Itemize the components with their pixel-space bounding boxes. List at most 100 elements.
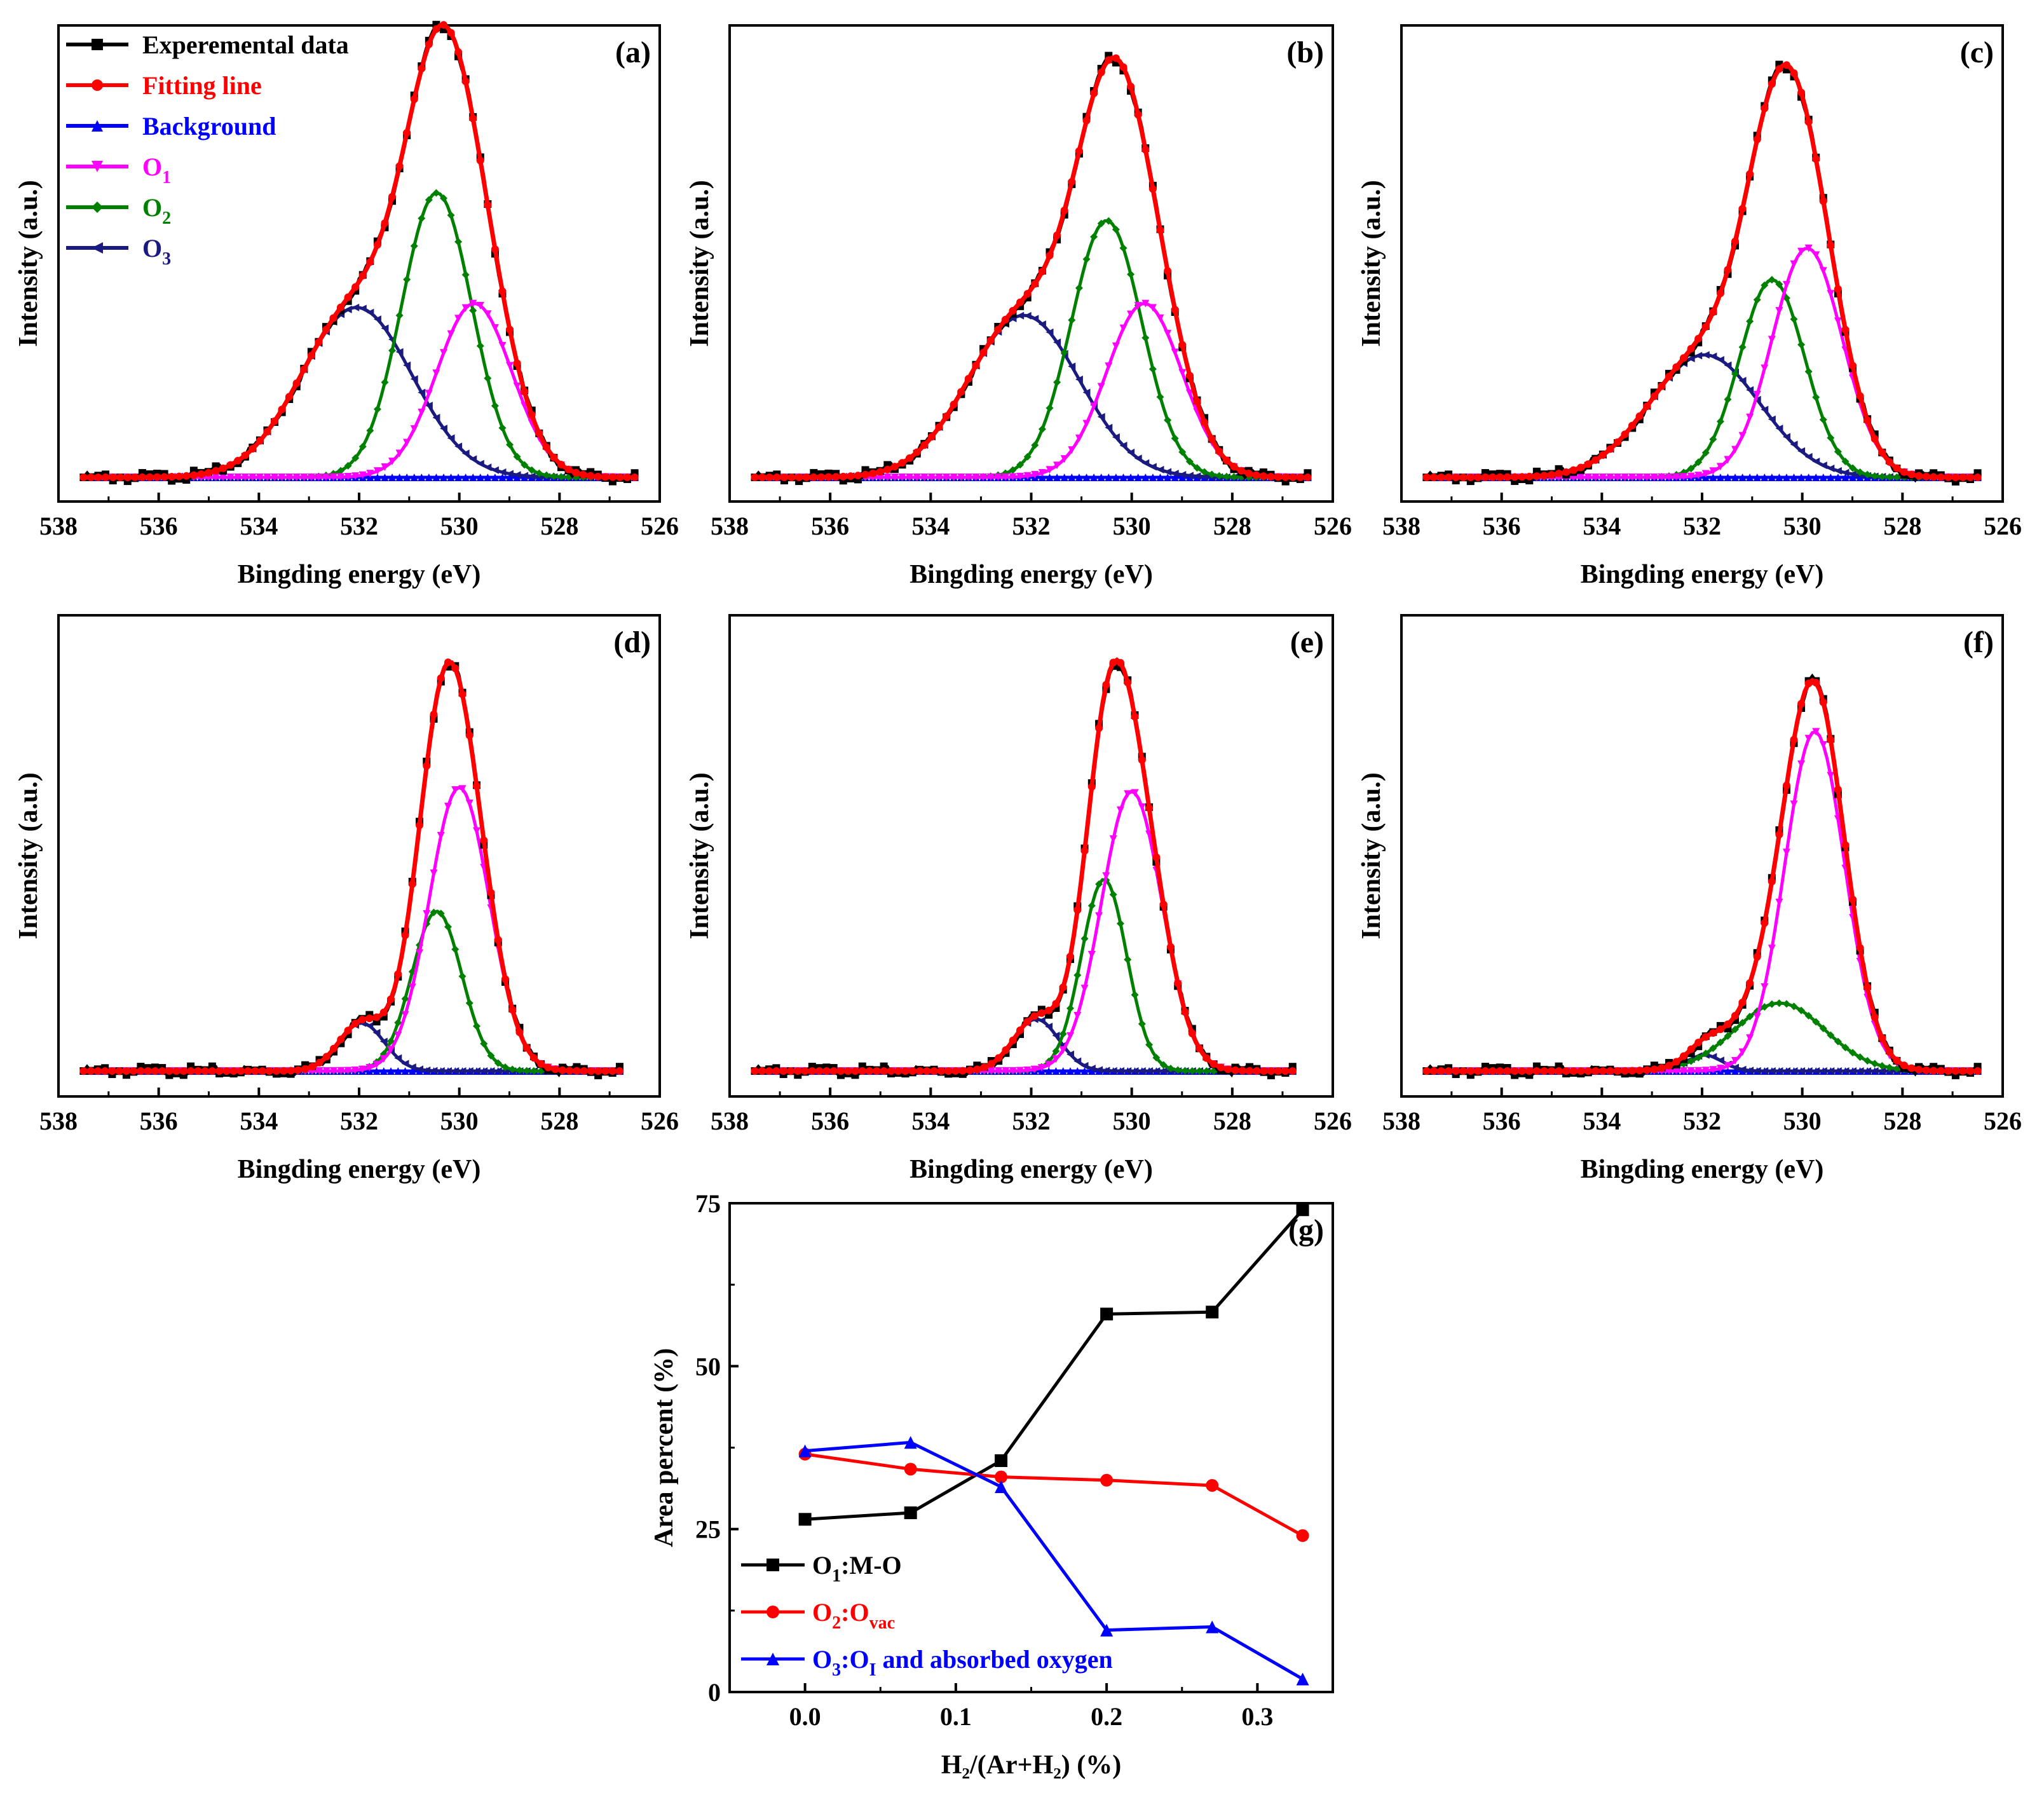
o3-component-point: [1045, 1022, 1053, 1030]
o1-component-point: [1812, 251, 1820, 259]
fitting-line-point: [151, 1067, 159, 1075]
o3-component-point: [1152, 1067, 1161, 1075]
o2-component-point: [494, 1059, 502, 1067]
fitting-line-point: [1547, 470, 1555, 479]
background-point: [1812, 474, 1820, 481]
background-point: [1790, 474, 1798, 481]
o1-component-point: [498, 342, 507, 350]
fitting-line-point: [1304, 473, 1312, 481]
o1-component-point: [358, 471, 367, 479]
o2-component-point: [1222, 472, 1230, 481]
panel-label: (c): [1960, 36, 1994, 69]
o1-component-point: [1606, 473, 1614, 481]
xps-panel-e: 538 536 534 532 530 528 526 Bingding energy (eV…: [685, 614, 1352, 1184]
o2-component-point: [447, 211, 455, 219]
fitting-line-point: [451, 664, 460, 672]
experimental-data-line: [1425, 673, 1979, 1078]
fitting-line-point: [1244, 469, 1253, 477]
fitting-line-series: [1422, 61, 1982, 481]
fitting-line-point: [458, 690, 467, 699]
o1-component-point: [1080, 985, 1089, 993]
fitting-line-point: [930, 1067, 938, 1075]
fitting-line-point: [138, 473, 146, 481]
o2-component-point: [418, 214, 426, 222]
o2-component-point: [1138, 1020, 1146, 1028]
fitting-line-point: [995, 1054, 1003, 1062]
o1-component-point: [365, 1063, 374, 1072]
o1-component-point: [1746, 1034, 1754, 1042]
xps-panel-b: 538 536 534 532 530 528 526 Bingding energy (eV…: [685, 24, 1352, 589]
fitting-line-point: [403, 128, 411, 137]
o1-component-point: [1584, 474, 1592, 481]
fitting-line-point: [1951, 1067, 1959, 1075]
fitting-line-point: [1124, 678, 1132, 686]
fitting-line-point: [1738, 999, 1747, 1007]
fitting-line-point: [920, 441, 929, 449]
background-point: [461, 474, 470, 481]
fitting-line-point: [958, 1067, 967, 1075]
fitting-line-point: [1174, 979, 1182, 987]
o3-component-point: [1856, 1067, 1864, 1075]
o1-component-point: [472, 827, 480, 835]
background-point: [1075, 474, 1083, 481]
o3-component-point: [506, 470, 514, 478]
background-point: [506, 474, 514, 481]
o3-component-point: [1134, 454, 1142, 463]
fitting-line-point: [758, 473, 766, 481]
fitting-line-point: [1621, 1067, 1629, 1075]
o2-component-point: [1230, 473, 1238, 481]
fitting-line-point: [515, 1028, 524, 1037]
o2-component-point: [381, 378, 389, 386]
fitting-line-point: [1274, 473, 1283, 481]
o2-component-point: [1152, 1054, 1161, 1062]
o2-component-point: [344, 461, 352, 470]
background-point: [1134, 474, 1142, 481]
o1-component-point: [957, 473, 965, 481]
background-point: [1782, 474, 1790, 481]
o3-component-point: [1052, 1032, 1060, 1040]
o3-component-point: [1080, 1061, 1089, 1070]
fitting-line-point: [1768, 80, 1776, 88]
fitting-line-point: [1045, 1006, 1053, 1014]
fitting-line-point: [1555, 470, 1563, 478]
background-point: [1716, 474, 1724, 481]
fitting-line-point: [410, 95, 418, 104]
experimental-data-series: [1422, 673, 1982, 1079]
o1-component-point: [1635, 473, 1644, 481]
o3-component-point: [1849, 1067, 1857, 1075]
fitting-line-point: [1724, 266, 1732, 274]
fitting-line-point: [94, 473, 102, 481]
fitting-line-point: [1166, 943, 1175, 951]
o2-component-point: [1145, 1041, 1154, 1049]
fitting-line-point: [86, 1067, 95, 1075]
fitting-line-point: [1870, 435, 1879, 443]
fitting-line-point: [1141, 146, 1150, 154]
o3-component-point: [472, 1067, 480, 1075]
o3-component-series: [1422, 351, 1982, 481]
data-point: [904, 1463, 917, 1476]
o2-component-point: [1782, 1000, 1790, 1008]
o2-component-point: [1687, 465, 1695, 473]
fitting-line-point: [1474, 1067, 1482, 1075]
experimental-data-series: [751, 51, 1312, 486]
o1-component-point: [1164, 329, 1172, 338]
o2-component-point: [430, 908, 438, 917]
o3-component-point: [1124, 1067, 1132, 1075]
o3-component-point: [1105, 423, 1113, 432]
x-tick-label: 530: [440, 512, 479, 540]
o1-component-point: [451, 786, 460, 794]
o3-component-point: [1761, 1067, 1769, 1075]
background-point: [432, 474, 440, 481]
x-tick-label: 536: [140, 512, 178, 540]
o2-component-point: [521, 461, 529, 469]
o2-component-point: [1131, 991, 1139, 999]
fitting-line-point: [1009, 1036, 1017, 1044]
fitting-line-point: [1259, 472, 1267, 481]
fitting-line-point: [521, 388, 529, 396]
fitting-line-point: [444, 658, 453, 666]
o2-component-line: [83, 191, 635, 479]
o3-component-point: [476, 460, 484, 468]
fitting-line-point: [579, 470, 587, 479]
o1-component-point: [447, 330, 455, 338]
o1-component-point: [935, 473, 943, 481]
